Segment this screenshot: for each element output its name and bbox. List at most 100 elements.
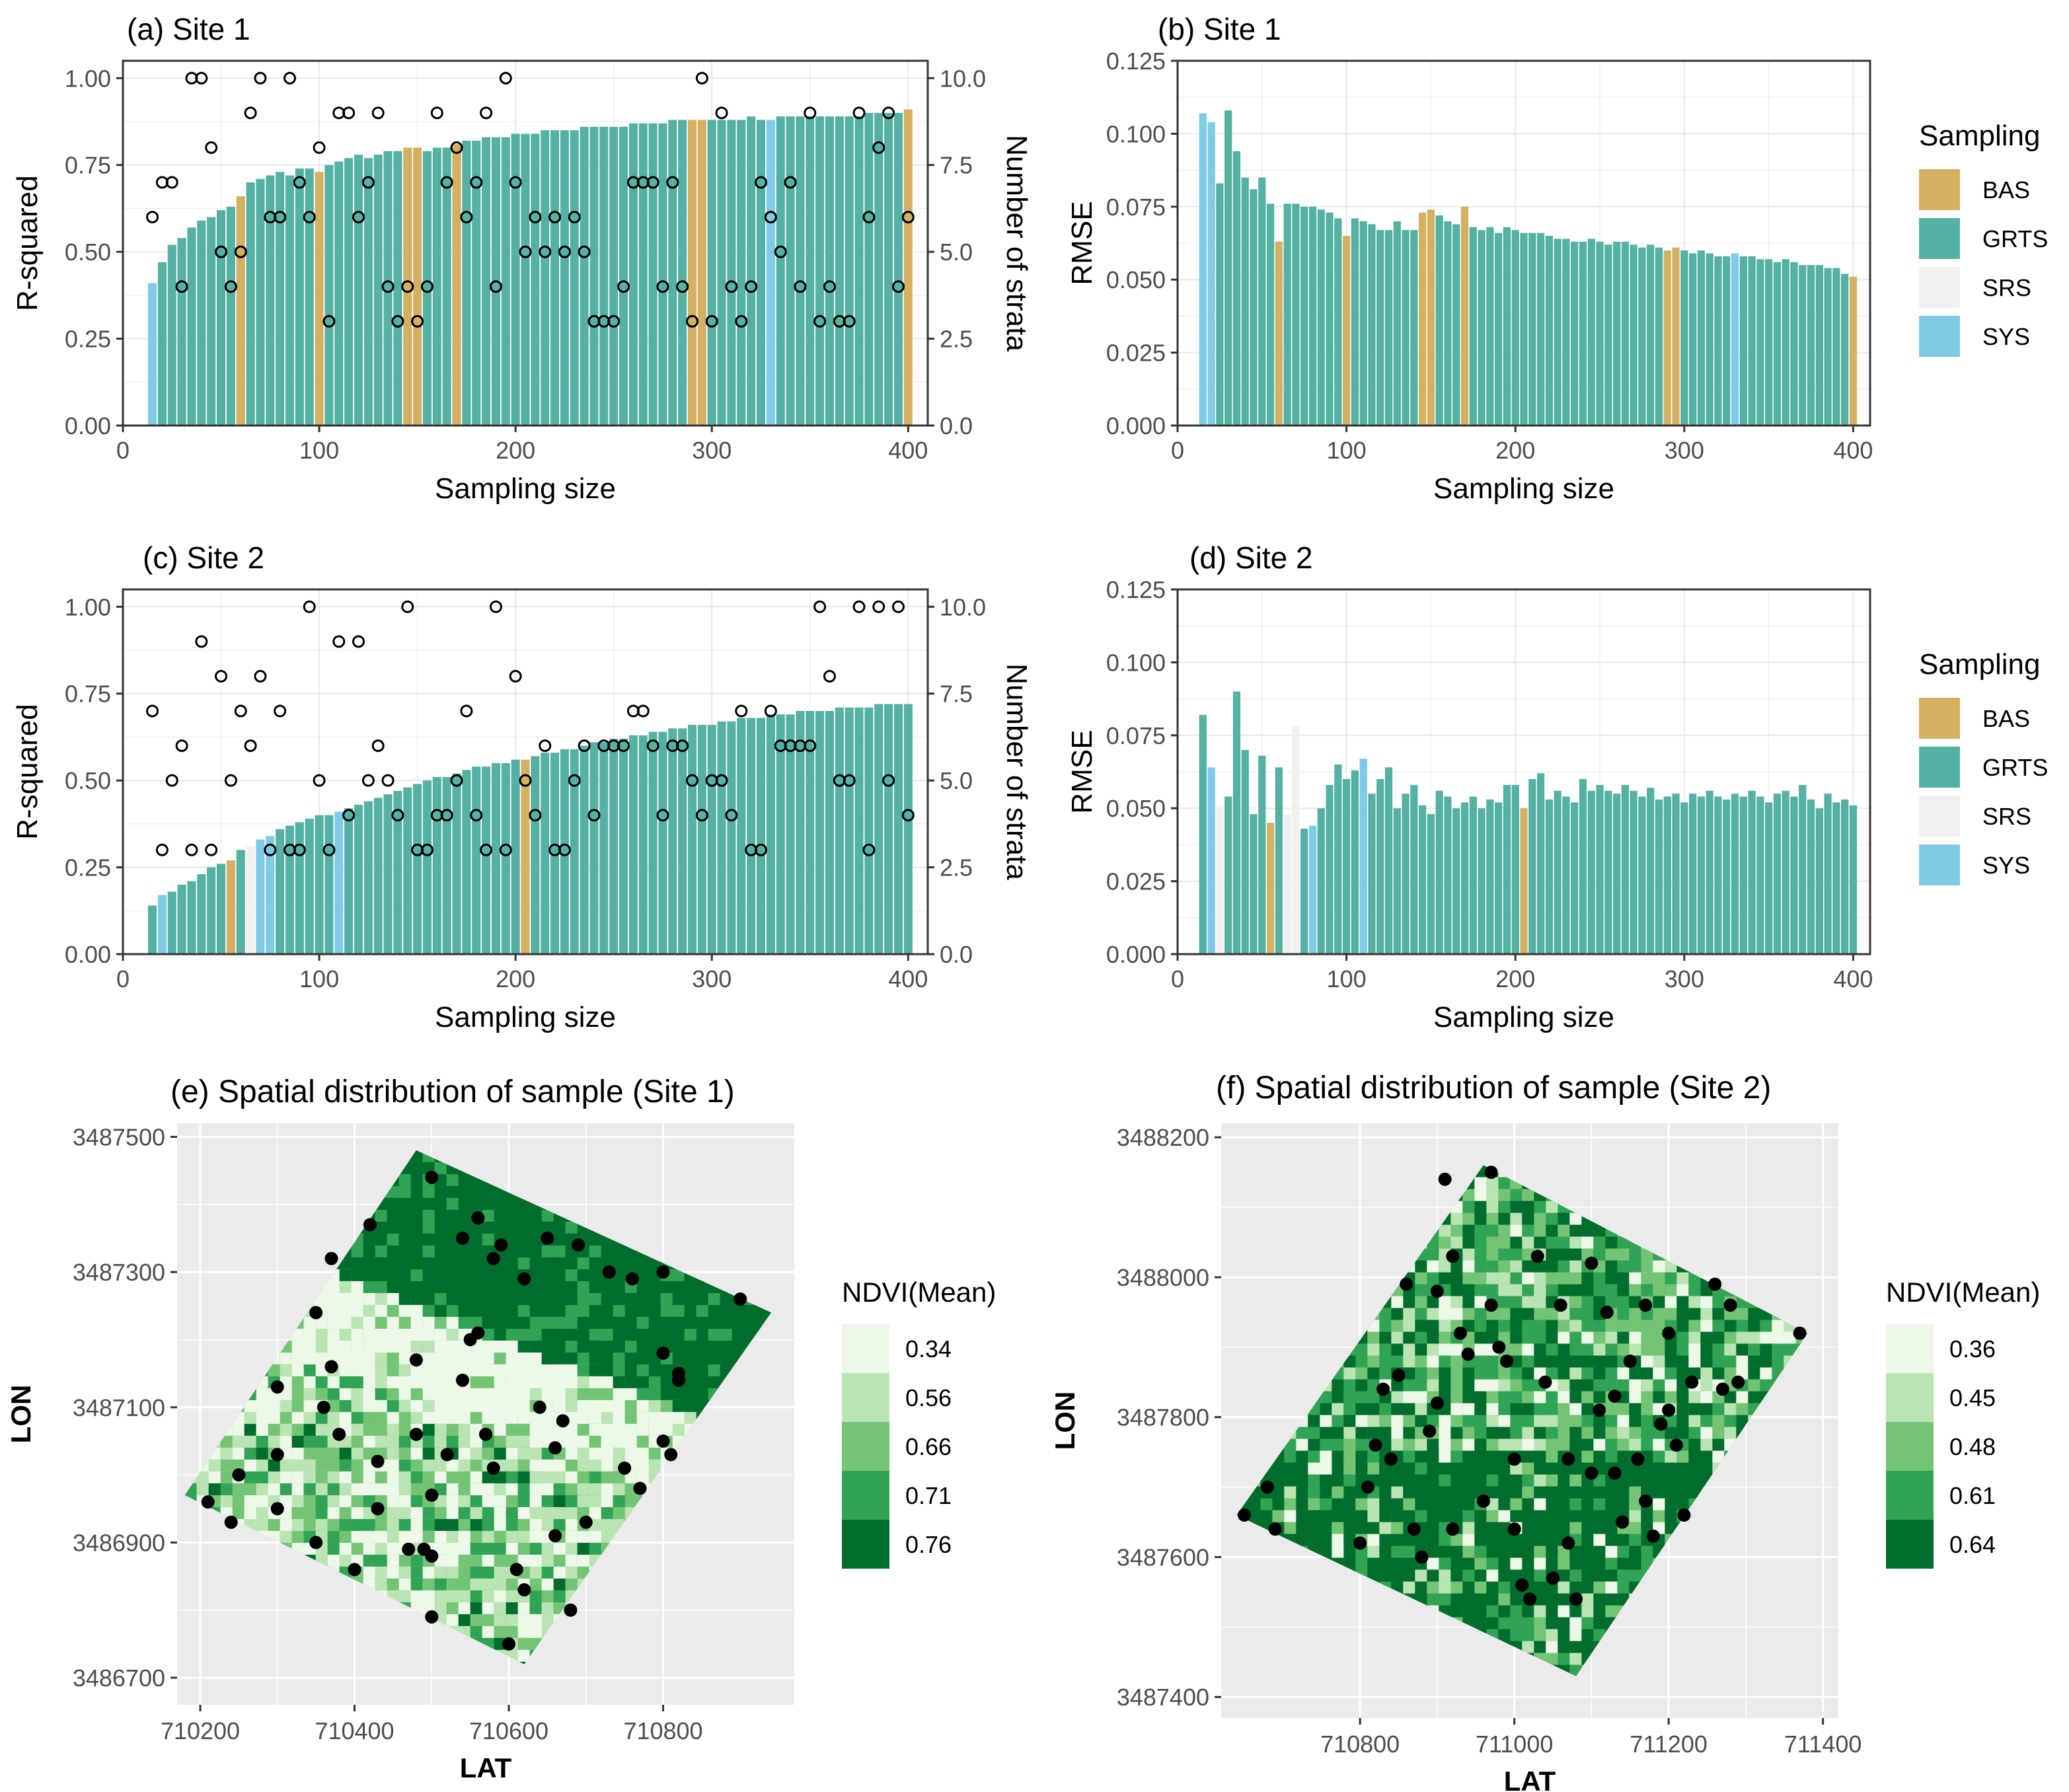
bar-grts — [1714, 256, 1722, 426]
ndvi-cell — [1593, 1438, 1606, 1451]
bar-grts — [815, 711, 825, 954]
ndvi-cell — [1510, 1474, 1523, 1487]
ndvi-cell — [458, 1316, 470, 1329]
ndvi-cell — [410, 1245, 423, 1257]
ndvi-cell — [1474, 1617, 1487, 1629]
ndvi-cell — [1665, 1272, 1677, 1285]
ndvi-cell — [1617, 1343, 1630, 1356]
ndvi-cell — [553, 1304, 566, 1317]
ndvi-cell — [529, 1233, 542, 1246]
strata-point — [195, 635, 208, 648]
ndvi-cell — [553, 1269, 566, 1281]
ndvi-cell — [1522, 1343, 1534, 1356]
bar-grts — [1452, 224, 1460, 426]
ndvi-cell — [482, 1221, 494, 1234]
ndvi-cell — [672, 1423, 685, 1436]
strata-point — [862, 843, 876, 856]
bar-grts — [1368, 224, 1376, 426]
ndvi-cell — [398, 1316, 411, 1329]
bar-grts — [550, 130, 560, 426]
ndvi-cell — [1486, 1569, 1499, 1582]
ndvi-cell — [1403, 1320, 1415, 1332]
ndvi-cell — [1581, 1343, 1594, 1356]
ndvi-cell — [1617, 1320, 1630, 1332]
panel-e-map: 710200 710400 710600 7108003486700348690034… — [5, 1123, 996, 1783]
ndvi-cell — [1569, 1581, 1582, 1594]
bar-grts — [727, 721, 736, 954]
ndvi-cell — [601, 1495, 613, 1507]
sample-point — [232, 1468, 246, 1482]
ndvi-cell — [1367, 1522, 1380, 1534]
bar-grts — [1824, 268, 1832, 426]
bar-grts — [806, 116, 815, 426]
bar-grts — [628, 735, 638, 954]
ndvi-cell — [1700, 1462, 1713, 1475]
ndvi-cell — [541, 1602, 554, 1614]
strata-point — [519, 245, 532, 258]
ndvi-cell — [1308, 1510, 1320, 1522]
ndvi-cell — [422, 1388, 435, 1400]
strata-point — [195, 71, 208, 85]
bar-grts — [1469, 227, 1477, 426]
sample-point — [455, 1231, 469, 1245]
x-tick-label: 100 — [1327, 965, 1367, 992]
ndvi-cell — [446, 1328, 459, 1341]
legend-label-srs: SRS — [1982, 274, 2031, 301]
ndvi-cell — [1427, 1438, 1439, 1451]
ndvi-cell — [1450, 1546, 1463, 1558]
ndvi-cell — [315, 1316, 328, 1329]
bar-grts — [776, 116, 785, 426]
ndvi-cell — [1403, 1427, 1415, 1439]
ndvi-cell — [1593, 1510, 1606, 1522]
bar-grts — [678, 728, 687, 954]
ndvi-cell — [398, 1340, 411, 1353]
ndvi-cell — [577, 1304, 589, 1317]
bar-bas — [403, 147, 412, 426]
ndvi-cell — [1558, 1569, 1570, 1582]
strata-point — [882, 774, 895, 787]
ndvi-cell — [1355, 1355, 1368, 1368]
bar-grts — [1545, 235, 1553, 426]
ndvi-cell — [387, 1316, 399, 1329]
ndvi-cell — [494, 1269, 506, 1281]
bar-grts — [1799, 265, 1807, 426]
bar-grts — [344, 808, 354, 954]
legend-label: 0.34 — [905, 1335, 952, 1363]
bar-grts — [167, 891, 176, 954]
strata-point — [862, 211, 876, 224]
ndvi-cell — [339, 1269, 352, 1281]
legend-swatch-bas — [1919, 698, 1960, 739]
ndvi-cell — [1510, 1605, 1523, 1618]
ndvi-cell — [1688, 1462, 1701, 1475]
ndvi-cell — [375, 1471, 387, 1483]
bar-grts — [276, 172, 285, 426]
bar-grts — [1536, 233, 1545, 426]
ndvi-cell — [363, 1233, 375, 1246]
bar-grts — [1731, 794, 1739, 954]
strata-point — [735, 704, 748, 718]
bar-grts — [1596, 784, 1604, 954]
ndvi-cell — [482, 1518, 494, 1531]
ndvi-cell — [529, 1352, 542, 1364]
ndvi-cell — [446, 1542, 459, 1555]
legend-label: 0.66 — [905, 1433, 952, 1460]
ndvi-cell — [1379, 1557, 1392, 1570]
ndvi-cell — [1712, 1438, 1725, 1451]
x-tick-label: 400 — [1833, 437, 1873, 464]
bar-grts — [756, 120, 766, 426]
strata-point — [215, 669, 228, 683]
ndvi-cell — [565, 1507, 578, 1519]
ndvi-cell — [446, 1590, 459, 1602]
ndvi-cell — [601, 1376, 613, 1388]
bar-grts — [1258, 177, 1266, 426]
ndvi-cell — [422, 1459, 435, 1472]
ndvi-cell — [636, 1411, 649, 1424]
strata-point — [646, 739, 659, 753]
ndvi-cell — [1522, 1450, 1534, 1463]
bar-grts — [668, 120, 677, 426]
strata-point — [215, 245, 228, 258]
x-tick-label: 100 — [299, 965, 339, 992]
ndvi-cell — [1617, 1498, 1630, 1511]
panel-c-title: (c) Site 2 — [143, 541, 264, 575]
